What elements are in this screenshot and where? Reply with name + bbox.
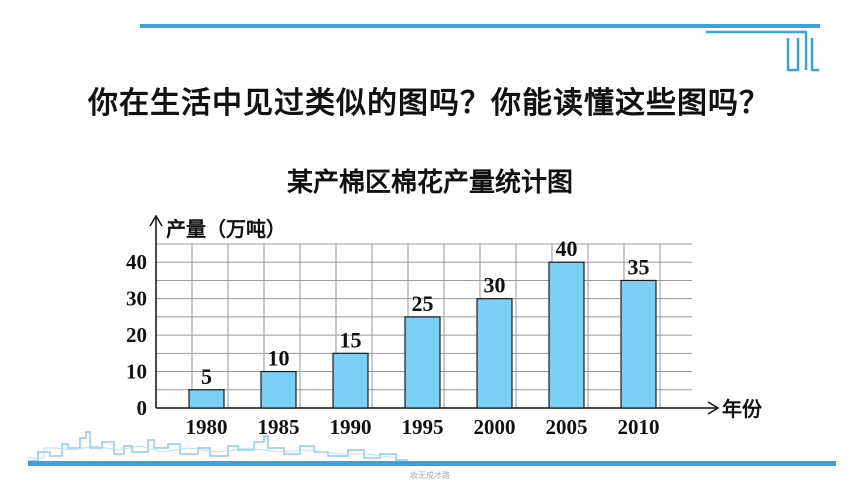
bar-1990	[332, 352, 369, 409]
y-tick-label: 40	[126, 250, 147, 274]
top-accent-line	[140, 24, 820, 28]
data-label: 10	[268, 346, 290, 371]
x-tick-label: 1995	[402, 415, 444, 439]
x-axis-arrow-icon	[707, 401, 720, 415]
data-label: 40	[556, 236, 578, 261]
x-tick-label: 2010	[618, 415, 660, 439]
bar-1985	[260, 370, 297, 409]
y-tick-label: 0	[137, 396, 148, 420]
x-axis-title: 年份	[722, 397, 763, 421]
x-tick-label: 2005	[546, 415, 588, 439]
y-tick-label: 20	[126, 323, 147, 347]
x-tick-label: 1980	[186, 415, 228, 439]
question-heading: 你在生活中见过类似的图吗？你能读懂这些图吗？	[88, 86, 770, 121]
data-label: 30	[484, 273, 506, 298]
chart-labels: 0 10 20 30 40 5 1980 10 1985 15 1990 25 1995 30 2000 40…	[126, 236, 660, 439]
x-tick-label: 2000	[474, 415, 516, 439]
chart-title: 某产棉区棉花产量统计图	[286, 168, 573, 198]
bottom-accent-line	[28, 461, 836, 466]
corner-decoration-icon	[706, 30, 819, 72]
bar-1995	[404, 316, 441, 409]
data-label: 5	[201, 364, 212, 389]
bar-2000	[476, 298, 513, 409]
bar-2005	[548, 261, 585, 409]
chart-bars	[188, 261, 657, 409]
bar-2010	[620, 279, 657, 409]
skyline-decoration	[28, 431, 408, 462]
y-axis-arrow-icon	[149, 214, 163, 227]
x-tick-label: 1985	[258, 415, 300, 439]
bar-1980	[188, 389, 225, 409]
x-tick-label: 1990	[330, 415, 372, 439]
y-axis-title: 产量（万吨）	[166, 217, 286, 241]
y-tick-label: 10	[126, 360, 147, 384]
y-tick-label: 30	[126, 287, 147, 311]
data-label: 35	[628, 254, 650, 279]
data-label: 15	[340, 327, 362, 352]
data-label: 25	[412, 291, 434, 316]
footer-watermark: 收无成才路	[410, 471, 450, 480]
